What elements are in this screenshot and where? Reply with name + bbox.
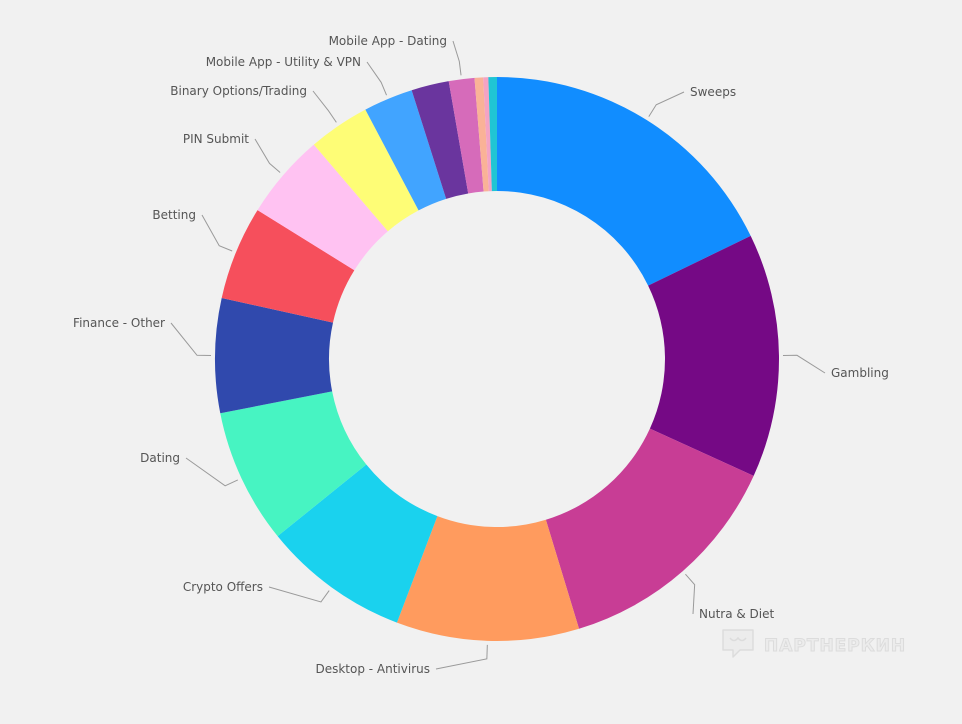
slice-unlabeled-13[interactable] xyxy=(474,77,489,192)
slice-binary-options-trading[interactable] xyxy=(313,109,419,232)
slice-mobile-app-utility-vpn[interactable] xyxy=(365,90,447,211)
slice-label: Mobile App - Dating xyxy=(329,34,447,48)
slice-sweeps[interactable] xyxy=(497,77,751,286)
leader-line xyxy=(435,644,488,670)
slices-layer xyxy=(215,77,779,641)
slice-label: Mobile App - Utility & VPN xyxy=(206,55,361,69)
slice-unlabeled-14[interactable] xyxy=(483,77,492,192)
leader-line xyxy=(170,322,212,356)
slice-label: PIN Submit xyxy=(183,132,249,146)
slice-desktop-antivirus[interactable] xyxy=(396,516,580,641)
leader-line xyxy=(782,354,826,374)
slice-label: Sweeps xyxy=(690,85,736,99)
leader-line xyxy=(254,138,281,173)
leader-line xyxy=(366,61,387,96)
slice-label: Dating xyxy=(140,451,180,465)
slice-gambling[interactable] xyxy=(648,235,779,476)
slice-unlabeled-15[interactable] xyxy=(488,77,497,192)
leader-line xyxy=(185,457,239,487)
slice-label: Nutra & Diet xyxy=(699,607,775,621)
slice-label: Binary Options/Trading xyxy=(170,84,307,98)
slice-mobile-app-dating[interactable] xyxy=(448,77,484,194)
leader-line xyxy=(201,214,233,252)
leader-line xyxy=(648,91,685,117)
watermark: ПАРТНЕРКИН xyxy=(720,628,906,664)
slice-label: Gambling xyxy=(831,366,889,380)
leader-line xyxy=(452,40,462,76)
slice-pin-submit[interactable] xyxy=(257,144,388,271)
slice-crypto-offers[interactable] xyxy=(277,464,438,623)
leader-line xyxy=(312,90,337,123)
watermark-text: ПАРТНЕРКИН xyxy=(763,636,907,657)
slice-label: Betting xyxy=(152,208,196,222)
slice-unlabeled-11[interactable] xyxy=(411,81,469,199)
slice-label: Desktop - Antivirus xyxy=(315,662,430,676)
slice-dating[interactable] xyxy=(220,391,367,537)
slice-label: Finance - Other xyxy=(73,316,165,330)
slice-finance-other[interactable] xyxy=(215,297,333,414)
leader-line xyxy=(685,573,696,615)
leader-line xyxy=(268,586,330,603)
slice-betting[interactable] xyxy=(221,210,355,323)
slice-nutra-diet[interactable] xyxy=(545,428,754,629)
labels-layer: Sweeps Gambling Nutra & Diet Desktop - Anti… xyxy=(73,34,889,676)
chat-bubble-icon xyxy=(720,626,756,666)
slice-label: Crypto Offers xyxy=(183,580,263,594)
